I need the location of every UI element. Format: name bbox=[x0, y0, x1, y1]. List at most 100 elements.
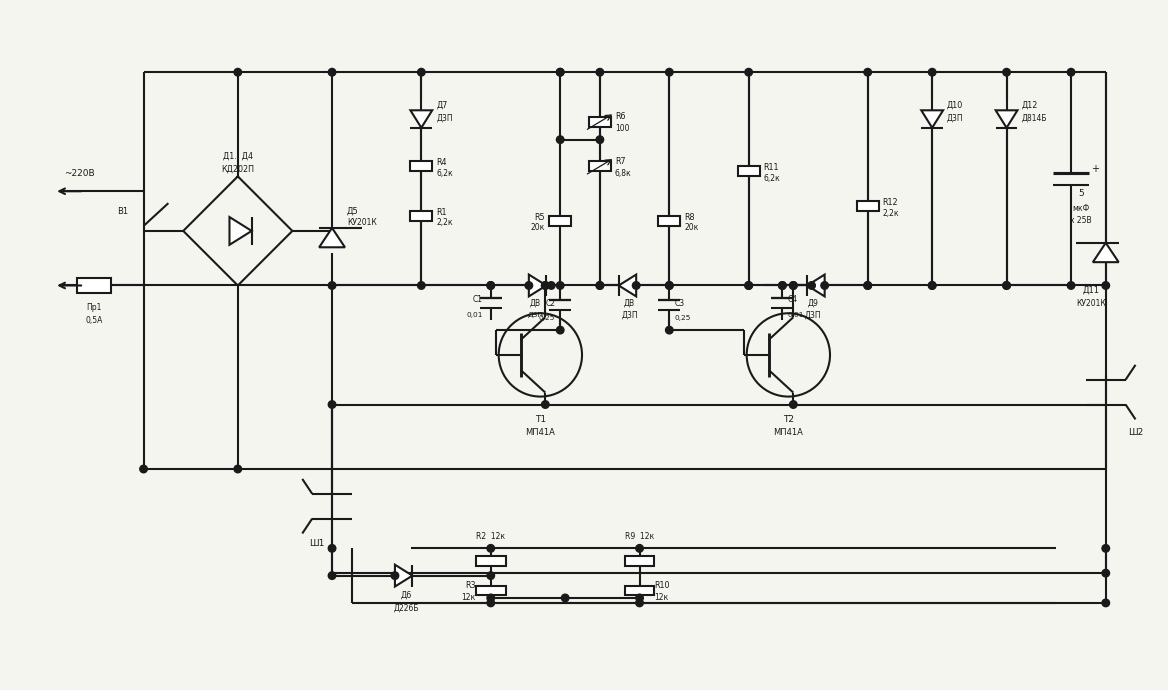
Circle shape bbox=[487, 282, 494, 289]
Circle shape bbox=[328, 282, 336, 289]
Circle shape bbox=[821, 282, 828, 289]
Text: Д6: Д6 bbox=[401, 591, 412, 600]
Circle shape bbox=[779, 282, 786, 289]
Bar bbox=[659, 216, 680, 226]
Text: 6,8к: 6,8к bbox=[614, 169, 632, 178]
Circle shape bbox=[556, 68, 564, 76]
Text: Д9: Д9 bbox=[808, 299, 819, 308]
Polygon shape bbox=[1093, 243, 1119, 262]
Bar bbox=[410, 211, 432, 221]
Circle shape bbox=[562, 594, 569, 602]
Polygon shape bbox=[395, 564, 412, 586]
Circle shape bbox=[391, 572, 398, 580]
Text: х 25В: х 25В bbox=[1070, 216, 1092, 225]
Polygon shape bbox=[995, 110, 1017, 128]
Text: R1: R1 bbox=[436, 208, 446, 217]
Circle shape bbox=[596, 282, 604, 289]
Text: Пр1: Пр1 bbox=[86, 303, 102, 312]
Circle shape bbox=[417, 282, 425, 289]
Polygon shape bbox=[229, 217, 251, 245]
Circle shape bbox=[487, 594, 494, 602]
Bar bbox=[857, 201, 878, 211]
Bar bbox=[589, 117, 611, 127]
Circle shape bbox=[556, 282, 564, 289]
Text: R5: R5 bbox=[535, 213, 545, 221]
Bar bbox=[625, 586, 654, 595]
Polygon shape bbox=[807, 275, 825, 297]
Bar bbox=[410, 161, 432, 171]
Text: 5: 5 bbox=[1078, 189, 1084, 198]
Bar bbox=[475, 586, 506, 595]
Polygon shape bbox=[922, 110, 943, 128]
Circle shape bbox=[1003, 282, 1010, 289]
Text: R3: R3 bbox=[465, 581, 475, 590]
Text: 0,25: 0,25 bbox=[674, 315, 690, 322]
Circle shape bbox=[666, 282, 673, 289]
Circle shape bbox=[234, 68, 242, 76]
Circle shape bbox=[666, 326, 673, 334]
Circle shape bbox=[1101, 544, 1110, 552]
Text: R10: R10 bbox=[654, 581, 670, 590]
Circle shape bbox=[666, 68, 673, 76]
Text: Д3П: Д3П bbox=[528, 312, 543, 318]
Text: Д5: Д5 bbox=[347, 206, 359, 215]
Text: Д226Б: Д226Б bbox=[394, 604, 419, 613]
Text: ДВ: ДВ bbox=[624, 299, 635, 308]
Text: Д7: Д7 bbox=[436, 101, 447, 110]
Circle shape bbox=[929, 282, 936, 289]
Text: 20к: 20к bbox=[531, 224, 545, 233]
Circle shape bbox=[328, 572, 336, 580]
Circle shape bbox=[328, 544, 336, 552]
Circle shape bbox=[929, 282, 936, 289]
Circle shape bbox=[526, 282, 533, 289]
Circle shape bbox=[596, 68, 604, 76]
Circle shape bbox=[556, 136, 564, 144]
Text: 6,2к: 6,2к bbox=[436, 169, 453, 178]
Text: R2  12к: R2 12к bbox=[477, 532, 506, 541]
Text: КУ201К: КУ201К bbox=[1076, 299, 1106, 308]
Circle shape bbox=[790, 282, 797, 289]
Text: Д12: Д12 bbox=[1022, 101, 1038, 110]
Bar bbox=[475, 555, 506, 566]
Text: Д3П: Д3П bbox=[805, 310, 821, 319]
Text: 20к: 20к bbox=[684, 224, 698, 233]
Circle shape bbox=[556, 326, 564, 334]
Text: 6,2к: 6,2к bbox=[764, 174, 780, 183]
Circle shape bbox=[790, 401, 797, 408]
Text: Д3П: Д3П bbox=[621, 310, 638, 319]
Circle shape bbox=[487, 282, 494, 289]
Text: 0,25: 0,25 bbox=[538, 315, 555, 322]
Circle shape bbox=[556, 68, 564, 76]
Circle shape bbox=[596, 136, 604, 144]
Circle shape bbox=[542, 282, 549, 289]
Circle shape bbox=[487, 544, 494, 552]
Text: КД202П: КД202П bbox=[221, 165, 255, 174]
Circle shape bbox=[808, 282, 815, 289]
Circle shape bbox=[635, 599, 644, 607]
Text: 0,01: 0,01 bbox=[787, 312, 804, 318]
Text: Д3П: Д3П bbox=[947, 113, 964, 122]
Circle shape bbox=[929, 68, 936, 76]
Text: Ш1: Ш1 bbox=[310, 539, 325, 548]
Circle shape bbox=[632, 282, 640, 289]
Bar bbox=[738, 166, 759, 177]
Polygon shape bbox=[529, 275, 547, 297]
Circle shape bbox=[864, 282, 871, 289]
Circle shape bbox=[635, 594, 644, 602]
Bar bbox=[549, 216, 571, 226]
Circle shape bbox=[1003, 282, 1010, 289]
Text: 2,2к: 2,2к bbox=[436, 219, 453, 228]
Circle shape bbox=[745, 282, 752, 289]
Text: Д10: Д10 bbox=[947, 101, 964, 110]
Circle shape bbox=[745, 282, 752, 289]
Text: мкФ: мкФ bbox=[1072, 204, 1090, 213]
Circle shape bbox=[1068, 282, 1075, 289]
Circle shape bbox=[487, 599, 494, 607]
Text: В1: В1 bbox=[118, 206, 128, 215]
Circle shape bbox=[542, 282, 549, 289]
Text: Д814Б: Д814Б bbox=[1022, 113, 1047, 122]
Polygon shape bbox=[619, 275, 637, 297]
Polygon shape bbox=[410, 110, 432, 128]
Circle shape bbox=[140, 465, 147, 473]
Text: 12к: 12к bbox=[654, 593, 668, 602]
